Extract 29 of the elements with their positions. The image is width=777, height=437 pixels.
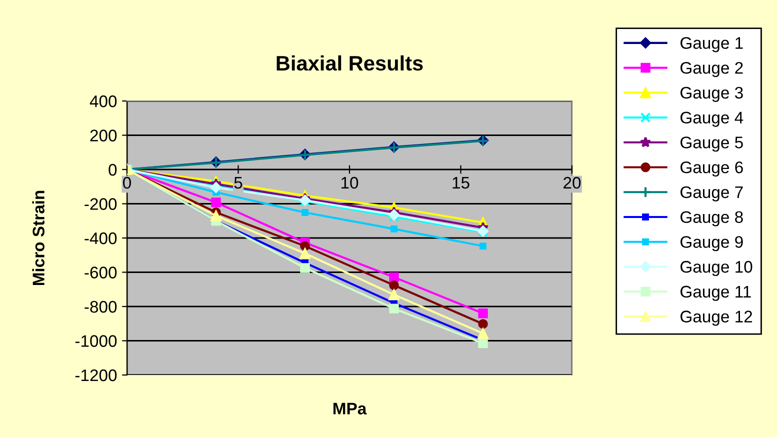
chart-title: Biaxial Results — [276, 55, 423, 71]
legend-label: Gauge 3 — [680, 86, 743, 102]
y-tick-label: -800 — [84, 300, 117, 313]
legend-label: Gauge 7 — [680, 186, 743, 202]
x-axis-title: MPa — [333, 402, 367, 414]
legend-label: Gauge 9 — [680, 236, 743, 252]
legend-label: Gauge 12 — [680, 310, 752, 326]
y-tick-label: -400 — [84, 232, 117, 244]
y-tick-label: 0 — [108, 164, 117, 176]
y-tick-label: 400 — [90, 95, 117, 108]
y-tick-label: -200 — [84, 198, 117, 210]
legend-label: Gauge 11 — [680, 286, 751, 301]
legend-label: Gauge 10 — [680, 260, 752, 276]
y-tick-label: -1000 — [75, 335, 117, 347]
legend-label: Gauge 8 — [680, 211, 743, 226]
x-tick-label: 15 — [452, 177, 470, 189]
x-tick-label: 0 — [123, 176, 131, 189]
legend-label: Gauge 1 — [680, 37, 743, 52]
x-tick-label: 20 — [564, 176, 581, 189]
legend-label: Gauge 6 — [680, 161, 743, 177]
x-tick-label: 5 — [234, 177, 242, 189]
legend-label: Gauge 5 — [680, 136, 743, 152]
y-tick-label: -1200 — [75, 369, 117, 382]
y-tick-label: 200 — [90, 130, 117, 142]
legend-label: Gauge 2 — [680, 62, 743, 78]
x-tick-label: 10 — [342, 176, 358, 189]
y-axis-title: Micro Strain — [32, 190, 44, 286]
y-tick-label: -600 — [84, 266, 117, 278]
legend-label: Gauge 4 — [680, 112, 744, 127]
